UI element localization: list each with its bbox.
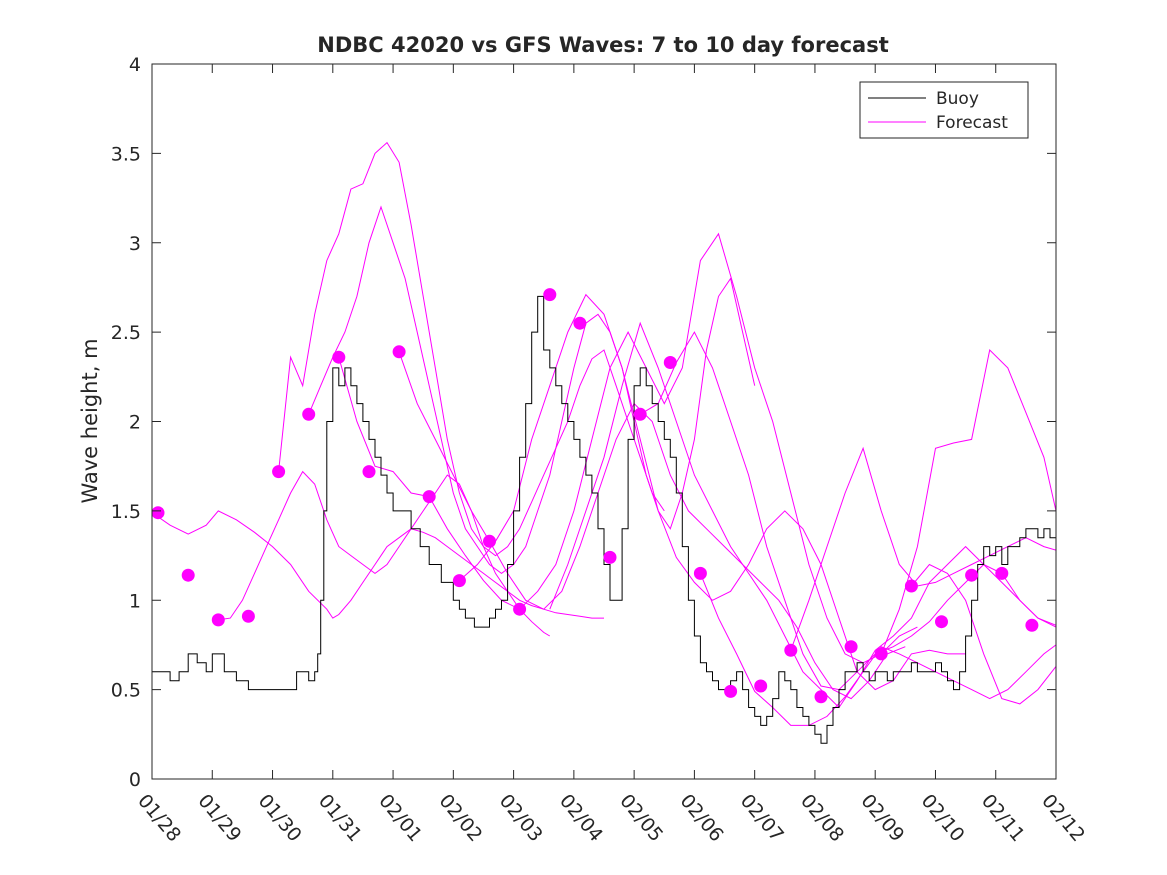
forecast-point: [332, 350, 346, 364]
buoy-line: [152, 295, 1056, 744]
forecast-line-9: [639, 331, 1056, 691]
forecast-line-5: [338, 232, 918, 664]
forecast-point: [302, 407, 316, 421]
forecast-point: [633, 407, 647, 421]
forecast-point: [573, 316, 587, 330]
forecast-line-10: [699, 573, 1056, 726]
y-tick-label: 2: [129, 412, 141, 434]
y-tick-label: 1.5: [111, 501, 141, 523]
y-tick-label: 1: [129, 590, 141, 612]
forecast-point: [483, 534, 496, 548]
forecast-line-6: [398, 351, 906, 700]
forecast-point: [272, 465, 286, 479]
forecast-line-4: [308, 205, 756, 575]
forecast-point: [693, 566, 707, 580]
forecast-point: [362, 465, 376, 479]
forecast-point: [392, 345, 406, 359]
y-tick-label: 4: [129, 54, 141, 76]
forecast-point: [603, 550, 617, 564]
forecast-line-3: [278, 141, 665, 557]
legend-forecast-label: Forecast: [936, 113, 1008, 133]
forecast-line-1: [152, 510, 604, 619]
forecast-point: [904, 579, 918, 593]
legend-box: [859, 81, 1029, 139]
forecast-point: [874, 647, 888, 661]
forecast-line-13: [911, 563, 1056, 705]
y-tick-label: 3: [129, 233, 141, 255]
chart-title: NDBC 42020 vs GFS Waves: 7 to 10 day for…: [317, 33, 888, 57]
forecast-point: [1025, 618, 1039, 632]
y-axis-label: Wave height, m: [78, 338, 102, 503]
forecast-point: [935, 615, 948, 629]
y-tick-label: 0: [129, 769, 141, 791]
y-tick-label: 3.5: [111, 143, 141, 165]
forecast-point: [241, 609, 255, 623]
forecast-point: [844, 640, 858, 654]
legend: Buoy Forecast: [859, 81, 1029, 139]
forecast-point: [754, 679, 768, 693]
forecast-point: [543, 288, 557, 302]
forecast-point: [663, 356, 677, 369]
y-tick-label: 0.5: [111, 680, 141, 702]
forecast-point: [513, 602, 527, 616]
forecast-line-11: [790, 446, 1056, 651]
forecast-point: [724, 684, 738, 698]
forecast-line-12: [880, 348, 1056, 655]
forecast-point: [784, 643, 798, 657]
forecast-point: [965, 568, 979, 582]
forecast-point: [211, 613, 225, 627]
plot-area: [152, 141, 1056, 744]
forecast-line-8: [549, 321, 1056, 709]
forecast-point: [152, 506, 165, 520]
plot-clip-group: [152, 141, 1056, 744]
forecast-point: [452, 574, 466, 588]
forecast-point: [422, 490, 436, 504]
forecast-point: [181, 568, 195, 582]
y-tick-label: 2.5: [111, 322, 141, 344]
forecast-line-7: [459, 293, 966, 691]
forecast-point: [814, 690, 828, 704]
legend-buoy-label: Buoy: [936, 89, 979, 109]
forecast-point: [995, 566, 1009, 580]
forecast-line-2: [218, 470, 551, 637]
